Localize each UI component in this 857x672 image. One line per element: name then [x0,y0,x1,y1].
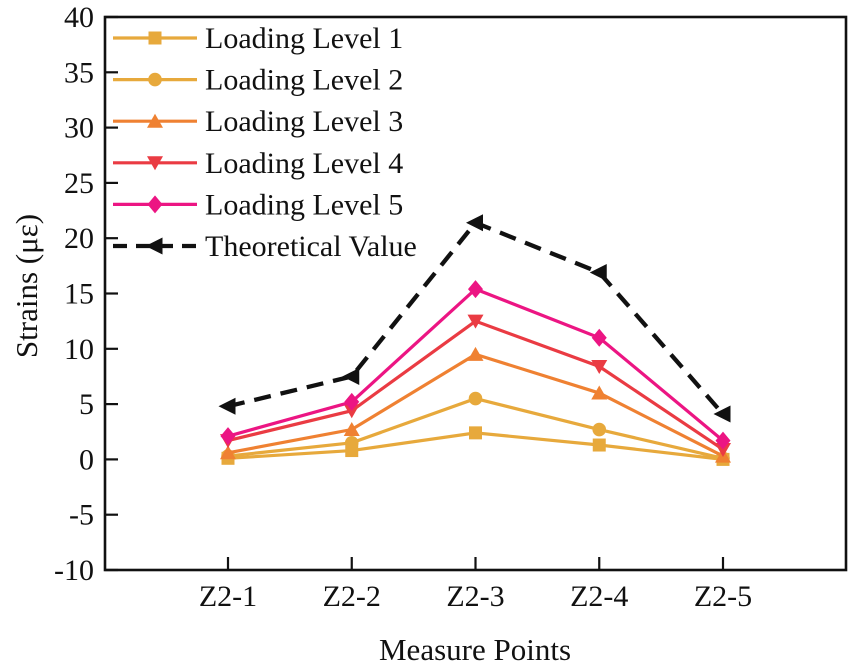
y-tick-label: 10 [64,333,94,366]
y-tick-label: 5 [79,388,94,421]
triangle-down-marker-icon [715,442,731,457]
triangle-down-marker-icon [591,359,608,374]
triangle-up-marker-icon [591,385,608,400]
circle-marker-icon [468,391,483,406]
diamond-marker-icon [468,280,483,299]
triangle-left-marker-icon [466,214,483,232]
y-tick-label: -10 [54,554,94,587]
diamond-marker-icon [220,427,236,446]
legend-label: Theoretical Value [205,230,417,263]
circle-marker-icon [592,422,607,437]
triangle-up-marker-icon [220,445,236,460]
diamond-marker-icon [147,195,163,214]
triangle-down-marker-icon [467,314,484,329]
diamond-marker-icon [344,392,360,411]
triangle-left-marker-icon [145,237,163,255]
x-axis-title: Measure Points [378,632,572,667]
triangle-left-marker-icon [589,263,607,281]
circle-marker-icon [148,72,162,87]
triangle-down-marker-icon [343,404,360,419]
y-tick-label: 25 [64,167,94,200]
diamond-marker-icon [591,328,607,347]
y-tick-label: 20 [64,222,94,255]
x-tick-label: Z2-2 [323,580,381,613]
triangle-up-marker-icon [343,422,360,437]
x-tick-label: Z2-3 [446,580,504,613]
triangle-up-marker-icon [147,113,163,128]
y-tick-label: 15 [64,278,94,311]
x-tick-label: Z2-4 [570,580,628,613]
y-axis-title: Strains (με) [9,213,44,359]
square-marker-icon [148,31,162,45]
y-tick-label: -5 [69,499,94,532]
circle-marker-icon [344,436,359,450]
square-marker-icon [469,426,482,440]
diamond-marker-icon [715,431,731,450]
square-marker-icon [592,438,606,452]
triangle-left-marker-icon [713,405,731,423]
legend-label: Loading Level 1 [205,22,403,55]
x-tick-label: Z2-5 [694,580,752,613]
y-tick-label: 0 [79,443,94,476]
x-tick-label: Z2-1 [199,580,257,613]
y-tick-label: 30 [64,112,94,145]
y-tick-label: 40 [64,1,94,34]
triangle-down-marker-icon [147,156,163,171]
legend-label: Loading Level 4 [205,147,403,180]
triangle-left-marker-icon [218,397,236,415]
legend-label: Loading Level 2 [205,64,403,97]
triangle-left-marker-icon [342,367,360,385]
triangle-up-marker-icon [467,346,484,361]
legend-label: Loading Level 3 [205,105,403,138]
legend-label: Loading Level 5 [205,188,403,221]
y-tick-label: 35 [64,56,94,89]
